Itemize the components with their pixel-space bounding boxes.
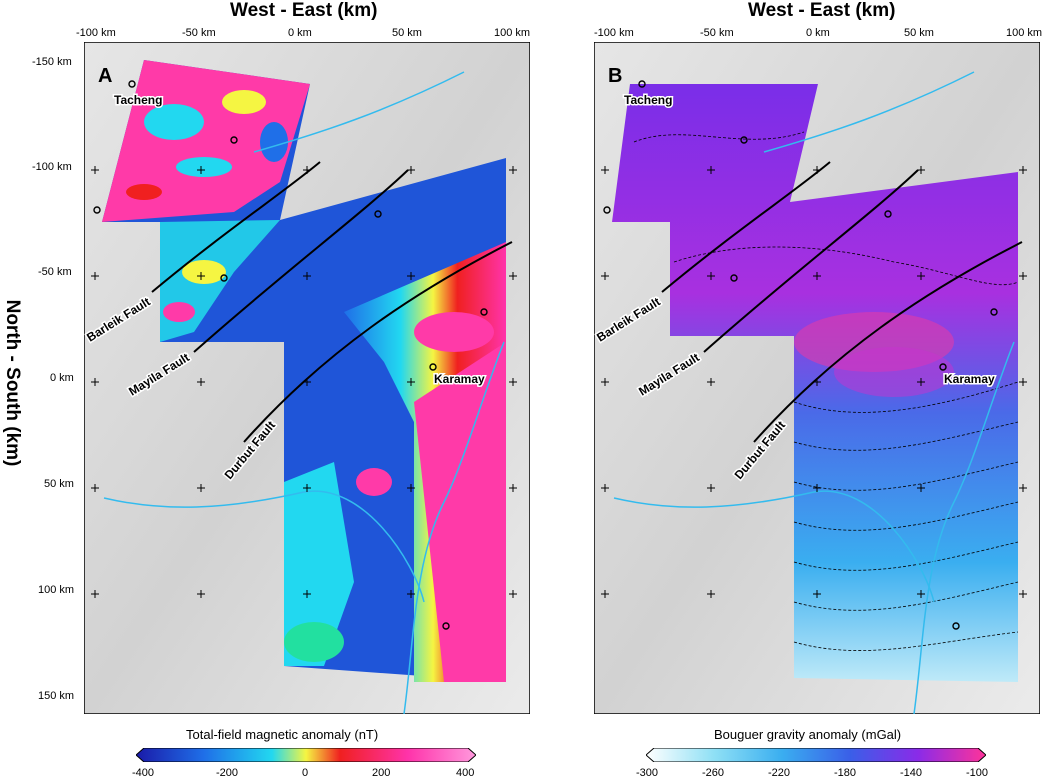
town-label-karamay-a: Karamay xyxy=(434,372,485,386)
y-tick-2: -100 km xyxy=(32,161,72,173)
cb-tick-a-1: -400 xyxy=(132,767,155,779)
x-tick-b-4: 50 km xyxy=(904,27,934,39)
y-tick-1: -150 km xyxy=(32,56,72,68)
cb-tick-b-3: -220 xyxy=(768,767,791,779)
colorbar-title-b: Bouguer gravity anomaly (mGal) xyxy=(714,727,902,742)
cb-tick-b-1: -300 xyxy=(636,767,659,779)
y-tick-4: 0 km xyxy=(50,372,74,384)
panel-letter-a: A xyxy=(98,65,112,87)
fault-mayila-b xyxy=(703,169,919,353)
town-marker-tacheng-b xyxy=(638,80,646,88)
cb-tick-b-2: -260 xyxy=(702,767,725,779)
fault-mayila-a xyxy=(193,169,409,353)
colorbar-title-a: Total-field magnetic anomaly (nT) xyxy=(186,727,379,742)
town-marker-tacheng-a xyxy=(128,80,136,88)
fault-durbut-b xyxy=(753,241,1023,443)
cb-tick-a-4: 200 xyxy=(372,767,391,779)
y-tick-7: 150 km xyxy=(38,690,75,702)
x-axis-title-b: West - East (km) xyxy=(748,0,896,21)
town-label-karamay-b: Karamay xyxy=(944,372,995,386)
cb-tick-b-5: -140 xyxy=(900,767,923,779)
x-tick-b-3: 0 km xyxy=(806,27,830,39)
cb-tick-b-6: -100 xyxy=(966,767,989,779)
map-panel-b: B Tacheng Karamay Barleik Fault Mayila F… xyxy=(594,42,1040,714)
y-tick-5: 50 km xyxy=(44,478,74,490)
x-tick-b-5: 100 km xyxy=(1006,27,1043,39)
magnetic-survey-area xyxy=(102,60,506,682)
cb-tick-a-3: 0 xyxy=(302,767,309,779)
cb-tick-b-4: -180 xyxy=(834,767,857,779)
x-tick-b-1: -100 km xyxy=(594,27,634,39)
x-tick-a-3: 0 km xyxy=(288,27,312,39)
y-tick-3: -50 km xyxy=(38,266,72,278)
x-tick-a-2: -50 km xyxy=(182,27,216,39)
colorbar-a xyxy=(136,748,476,762)
y-tick-6: 100 km xyxy=(38,584,75,596)
gravity-survey-area xyxy=(612,84,1018,682)
town-marker-karamay-a xyxy=(429,363,437,371)
town-label-tacheng-b: Tacheng xyxy=(624,93,672,107)
town-marker-karamay-b xyxy=(939,363,947,371)
cb-tick-a-5: 400 xyxy=(456,767,475,779)
fault-durbut-a xyxy=(243,241,513,443)
fault-barleik-b xyxy=(661,161,831,293)
panel-letter-b: B xyxy=(608,65,622,87)
fault-barleik-a xyxy=(151,161,321,293)
x-axis-title-a: West - East (km) xyxy=(230,0,378,21)
x-tick-a-4: 50 km xyxy=(392,27,422,39)
map-panel-a: A Tacheng Karamay Barleik Fault Mayila F… xyxy=(84,42,530,714)
cb-tick-a-2: -200 xyxy=(216,767,239,779)
x-tick-a-5: 100 km xyxy=(494,27,531,39)
y-axis-title: North - South (km) xyxy=(2,299,23,467)
colorbar-b xyxy=(646,748,986,762)
x-tick-b-2: -50 km xyxy=(700,27,734,39)
x-tick-a-1: -100 km xyxy=(76,27,116,39)
town-label-tacheng-a: Tacheng xyxy=(114,93,162,107)
